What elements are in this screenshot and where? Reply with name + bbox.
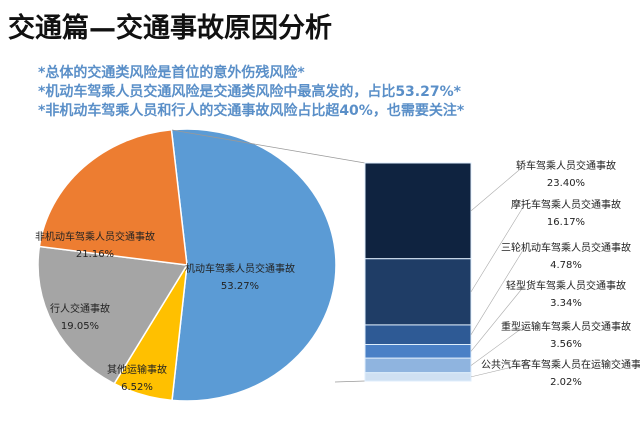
bar-segment-value: 3.34%	[550, 298, 582, 309]
pie-slice-value: 53.27%	[221, 281, 259, 292]
pie-slice-label: 非机动车驾乘人员交通事故	[35, 230, 155, 243]
bar-segment-value: 23.40%	[547, 178, 585, 189]
pie-slice-label: 其他运输事故	[107, 363, 167, 376]
bar-segment-label: 公共汽车客车驾乘人员在运输交通事故	[481, 358, 640, 371]
note-3: *非机动车驾乘人员和行人的交通事故风险占比超40%，也需要关注*	[38, 103, 465, 119]
bar-segment	[364, 372, 472, 382]
pie-slice	[38, 128, 188, 266]
bar-segment	[364, 324, 472, 345]
pie-slice-label: 机动车驾乘人员交通事故	[185, 262, 295, 275]
note-1: *总体的交通类风险是首位的意外伤残风险*	[38, 65, 305, 81]
bar-segment	[364, 343, 472, 359]
bar-segment	[364, 162, 472, 260]
leader-line	[470, 325, 526, 366]
page-title: 交通篇—交通事故原因分析	[8, 13, 332, 44]
pie-slice-label: 行人交通事故	[50, 302, 110, 315]
pie-slice	[37, 245, 189, 385]
bar-segment-value: 2.02%	[550, 377, 582, 388]
leader-line	[470, 203, 526, 293]
bar-segment-label: 摩托车驾乘人员交通事故	[511, 198, 621, 211]
bar-segment	[364, 258, 472, 326]
connector-line-top	[171, 129, 366, 164]
bar-segment-label: 三轮机动车驾乘人员交通事故	[501, 241, 631, 254]
bar-segment-value: 3.56%	[550, 339, 582, 350]
note-2: *机动车驾乘人员交通风险是交通类风险中最高发的，占比53.27%*	[38, 84, 461, 100]
bar-segment-label: 轻型货车驾乘人员交通事故	[506, 279, 626, 292]
bar-segment-label: 轿车驾乘人员交通事故	[516, 159, 616, 172]
bar-segment-value: 16.17%	[547, 217, 585, 228]
bar-segment	[364, 357, 472, 374]
leader-line	[470, 284, 526, 352]
pie-slice-value: 21.16%	[76, 249, 114, 260]
bar-segment-value: 4.78%	[550, 260, 582, 271]
pie-slice-value: 19.05%	[61, 321, 99, 332]
pie-slice-value: 6.52%	[121, 382, 153, 393]
leader-line	[470, 164, 526, 212]
leader-line	[470, 246, 526, 335]
bar-segment-label: 重型运输车驾乘人员交通事故	[501, 320, 631, 333]
pie-slice	[170, 128, 337, 402]
connector-line-bottom	[334, 380, 366, 383]
leader-line	[470, 363, 526, 378]
